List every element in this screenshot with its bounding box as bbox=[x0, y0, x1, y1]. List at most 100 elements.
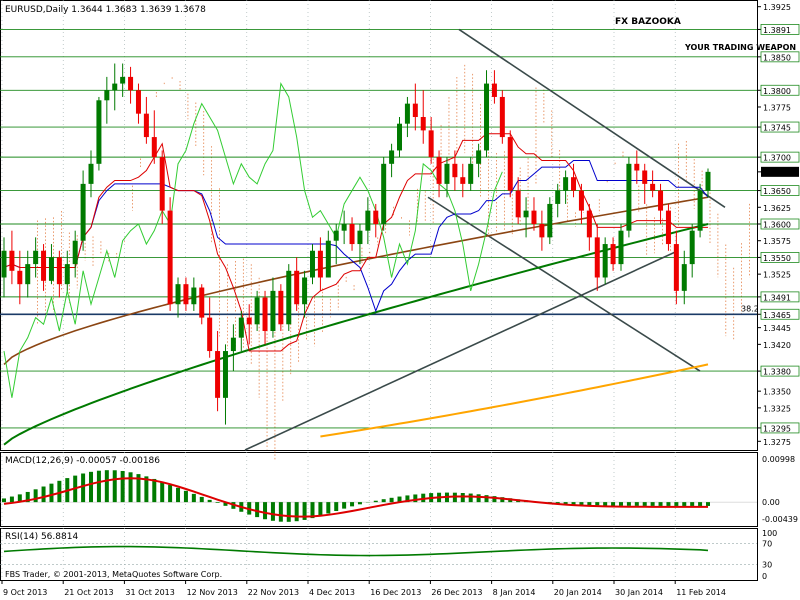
candle-body bbox=[317, 250, 323, 278]
candle bbox=[507, 130, 513, 198]
macd-bar bbox=[112, 470, 117, 503]
macd-bar bbox=[25, 491, 30, 503]
macd-bar bbox=[626, 502, 631, 506]
candle bbox=[412, 83, 418, 131]
price-tag-box bbox=[760, 291, 800, 303]
price-tag: 1.3445 bbox=[763, 324, 791, 333]
candle-body bbox=[120, 76, 126, 84]
macd-bar bbox=[318, 502, 323, 516]
candle bbox=[41, 244, 47, 291]
chart-header: EURUSD,Daily 1.3644 1.3683 1.3639 1.3678 bbox=[5, 5, 206, 15]
candle bbox=[1, 237, 7, 298]
candle bbox=[302, 270, 308, 318]
candle bbox=[381, 157, 387, 231]
candle-body bbox=[460, 177, 466, 184]
candle bbox=[705, 168, 711, 198]
macd-bar bbox=[389, 497, 394, 503]
ma-200-line bbox=[320, 363, 709, 438]
candle-body bbox=[468, 163, 474, 184]
rsi-panel-border bbox=[0, 528, 758, 581]
candle-body bbox=[420, 117, 426, 131]
price-tag-box bbox=[760, 51, 800, 63]
candle-body bbox=[681, 264, 687, 291]
x-tick-label: 9 Oct 2013 bbox=[3, 588, 47, 597]
candle-body bbox=[404, 103, 410, 124]
candle-body bbox=[618, 230, 624, 265]
candle bbox=[349, 217, 355, 251]
trendline-up bbox=[244, 250, 679, 451]
candle bbox=[262, 290, 268, 345]
macd-bar bbox=[405, 495, 410, 503]
candle-body bbox=[428, 130, 434, 158]
candle bbox=[428, 117, 434, 164]
macd-bar bbox=[57, 480, 62, 503]
candle bbox=[254, 290, 260, 331]
candle-body bbox=[175, 284, 181, 305]
macd-bar bbox=[492, 496, 497, 503]
candle-body bbox=[531, 210, 537, 224]
candle bbox=[222, 344, 228, 425]
candle bbox=[191, 277, 197, 311]
candle-body bbox=[650, 183, 656, 191]
candle bbox=[563, 170, 569, 204]
rsi-tick: 100 bbox=[762, 529, 777, 538]
macd-bar bbox=[350, 502, 355, 507]
candle-body bbox=[594, 237, 600, 278]
macd-bar bbox=[294, 502, 299, 522]
price-tag: 1.3465 bbox=[763, 311, 791, 320]
macd-bar bbox=[468, 493, 473, 503]
candle bbox=[665, 203, 671, 251]
price-tag: 1.3295 bbox=[763, 424, 791, 433]
candle bbox=[586, 203, 592, 251]
candle-body bbox=[365, 210, 371, 231]
candle-body bbox=[17, 270, 23, 285]
macd-bar bbox=[81, 473, 86, 503]
macd-bar bbox=[278, 502, 283, 522]
candle bbox=[199, 284, 205, 325]
macd-bar bbox=[579, 502, 584, 505]
macd-bar bbox=[136, 474, 141, 503]
candle bbox=[404, 96, 410, 138]
candle bbox=[460, 163, 466, 198]
macd-bar bbox=[357, 502, 362, 505]
candle bbox=[673, 230, 679, 305]
candle-body bbox=[246, 317, 252, 325]
chikou-line bbox=[3, 82, 503, 398]
candle-body bbox=[665, 210, 671, 245]
candle bbox=[539, 210, 545, 251]
candle-body bbox=[642, 170, 648, 184]
candle-body bbox=[610, 244, 616, 265]
macd-bar bbox=[17, 494, 22, 503]
macd-bar bbox=[555, 502, 560, 504]
candle bbox=[420, 90, 426, 144]
candle bbox=[389, 143, 395, 178]
candle bbox=[333, 223, 339, 265]
price-tag: 1.3550 bbox=[763, 254, 791, 263]
candle-body bbox=[191, 287, 197, 305]
logo-brand: FX BAZOOKA bbox=[615, 17, 681, 27]
price-tag-box bbox=[760, 365, 800, 377]
x-tick-label: 21 Oct 2013 bbox=[64, 588, 113, 597]
candle bbox=[33, 237, 39, 278]
candle bbox=[215, 330, 221, 412]
candle bbox=[278, 284, 284, 331]
candle bbox=[476, 143, 482, 178]
candle bbox=[48, 244, 54, 285]
price-tag-box bbox=[760, 308, 800, 320]
candle bbox=[642, 163, 648, 204]
candle-body bbox=[254, 297, 260, 325]
candle bbox=[128, 66, 134, 104]
candle bbox=[697, 183, 703, 238]
main-panel-border bbox=[0, 0, 758, 451]
macd-bar bbox=[199, 496, 204, 503]
x-tick-label: 8 Jan 2014 bbox=[493, 588, 536, 597]
candle bbox=[230, 324, 236, 372]
kijun-line bbox=[3, 159, 709, 313]
candle-body bbox=[238, 317, 244, 338]
candle-body bbox=[658, 190, 664, 211]
candle-body bbox=[697, 190, 703, 231]
macd-title: MACD(12,26,9) -0.00057 -0.00186 bbox=[5, 456, 160, 466]
trendline-upper-down bbox=[458, 28, 726, 208]
macd-bar bbox=[650, 502, 655, 506]
logo-tagline: YOUR TRADING WEAPON bbox=[684, 43, 796, 52]
